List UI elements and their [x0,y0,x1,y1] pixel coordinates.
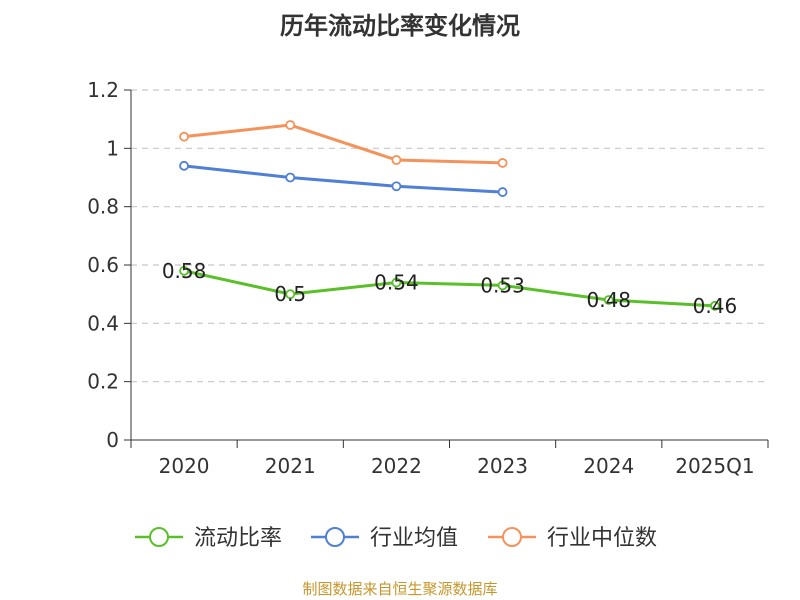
data-point[interactable] [285,120,296,130]
x-tick-label: 2025Q1 [675,454,754,478]
legend-item[interactable]: 行业均值 [311,526,458,551]
data-label: 0.5 [274,282,306,306]
y-tick-label: 1 [106,136,119,160]
data-point[interactable] [497,158,508,168]
y-tick-label: 0.2 [87,370,119,394]
legend-item[interactable]: 流动比率 [135,526,282,551]
data-point[interactable] [391,277,402,288]
legend-label: 流动比率 [194,526,282,551]
x-tick-label: 2023 [477,454,528,478]
y-tick-label: 0.8 [87,195,119,219]
chart-title: 历年流动比率变化情况 [280,12,520,40]
y-tick-label: 0 [106,428,119,452]
data-point[interactable] [179,160,189,171]
data-label: 0.54 [374,271,419,295]
data-point[interactable] [391,181,402,192]
series-line [183,123,503,165]
legend[interactable]: 流动比率 行业均值 行业中位数 [135,526,657,551]
x-tick-label: 2022 [371,454,422,478]
data-label: 0.53 [480,273,525,297]
data-point[interactable] [285,289,296,300]
y-tick-label: 0.4 [87,311,119,335]
data-point[interactable] [497,187,508,197]
data-point[interactable] [179,265,189,276]
data-point[interactable] [603,295,614,305]
x-tick-label: 2021 [265,454,316,478]
grid-lines [131,89,768,383]
legend-label: 行业中位数 [547,526,657,551]
source-note: 制图数据来自恒生聚源数据库 [302,580,498,598]
data-label: 0.58 [162,259,207,283]
data-label: 0.48 [586,288,631,312]
series-line [183,164,503,194]
y-tick-label: 1.2 [87,78,119,102]
data-point[interactable] [285,172,296,183]
axes: 0 0.2 0.4 0.6 0.8 1 1.2 2020 2021 2022 2023 2024 202… [87,78,769,478]
data-point[interactable] [710,300,720,311]
data-label: 0.46 [693,294,738,318]
series-line [183,269,715,308]
legend-marker-icon [149,527,169,547]
x-tick-label: 2024 [583,454,634,478]
legend-marker-icon [325,527,345,547]
data-labels: 0.58 0.5 0.54 0.53 0.48 0.46 [162,259,737,318]
legend-item[interactable]: 行业中位数 [488,526,657,551]
data-point[interactable] [497,280,508,291]
data-point[interactable] [179,131,189,142]
x-tick-label: 2020 [159,454,210,478]
series-lines [179,120,720,311]
data-point[interactable] [391,155,402,165]
y-tick-label: 0.6 [87,253,119,277]
legend-marker-icon [502,527,522,547]
legend-label: 行业均值 [370,526,458,551]
